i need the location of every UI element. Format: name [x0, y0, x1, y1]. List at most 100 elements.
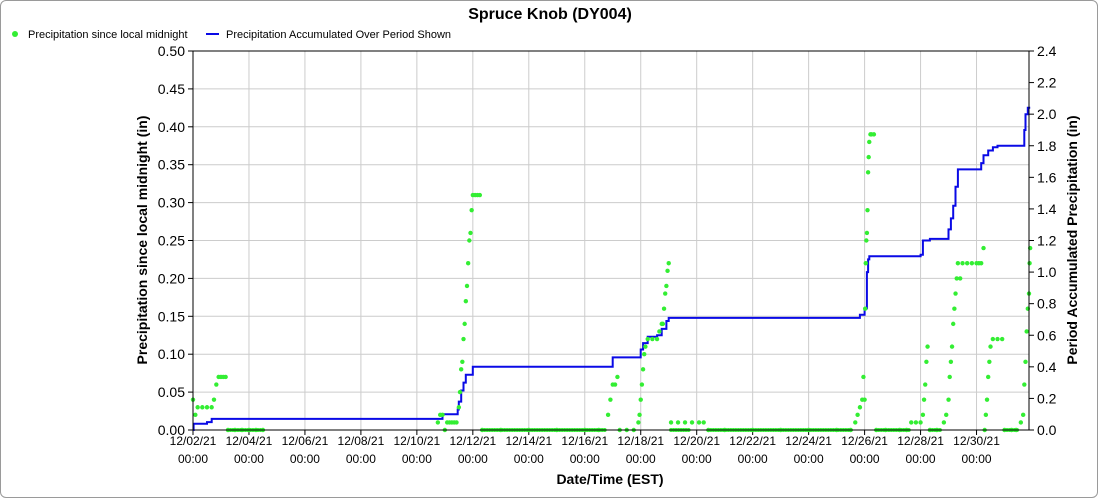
x-axis-label: Date/Time (EST): [556, 471, 663, 487]
data-point: [862, 306, 868, 311]
data-point: [951, 321, 956, 327]
x-tick-label-time: 00:00: [570, 452, 600, 466]
legend-label-line: Precipitation Accumulated Over Period Sh…: [226, 29, 451, 41]
data-point: [913, 420, 919, 425]
y-tick-label-right: 1.0: [1037, 264, 1057, 280]
data-point: [608, 397, 613, 402]
data-point: [983, 412, 989, 418]
x-tick-label-date: 12/16/21: [561, 434, 608, 448]
data-point: [921, 397, 927, 402]
data-point: [918, 420, 923, 425]
data-point: [462, 321, 467, 327]
data-point: [666, 261, 671, 266]
y-tick-label-right: 2.0: [1037, 106, 1057, 122]
data-point: [949, 344, 955, 349]
data-point: [605, 412, 611, 418]
data-point: [952, 306, 957, 311]
data-point: [1024, 329, 1029, 334]
x-tick-label-time: 00:00: [290, 452, 320, 466]
y-tick-label-right: 2.4: [1037, 43, 1057, 59]
x-tick-label-date: 12/28/21: [897, 434, 944, 448]
data-point: [195, 405, 200, 410]
data-point: [660, 321, 666, 327]
data-point: [211, 397, 217, 402]
data-point: [999, 336, 1005, 342]
series-since-midnight: [190, 132, 1033, 433]
data-point: [1023, 359, 1028, 364]
x-tick-label-time: 00:00: [346, 452, 376, 466]
data-point: [643, 344, 648, 349]
data-point: [857, 405, 863, 410]
data-point: [1018, 420, 1024, 425]
y-axis-label-right: Period Accumulated Precipitation (in): [1064, 115, 1080, 364]
data-point: [941, 420, 947, 425]
x-tick-label-date: 12/06/21: [282, 434, 329, 448]
x-tick-label-date: 12/12/21: [449, 434, 496, 448]
data-point: [469, 207, 474, 213]
y-tick-label-right: 1.2: [1037, 233, 1057, 249]
data-point: [947, 374, 952, 380]
y-tick-label-right: 0.2: [1037, 390, 1057, 406]
y-tick-label-left: 0.35: [158, 157, 185, 173]
data-point: [657, 329, 662, 334]
data-point: [871, 132, 877, 137]
y-axis-label-left: Precipitation since local midnight (in): [134, 116, 150, 365]
data-point: [864, 238, 869, 243]
data-point: [960, 261, 965, 266]
data-point: [948, 359, 954, 364]
y-tick-label-right: 0.0: [1037, 422, 1057, 438]
data-point: [457, 389, 463, 395]
data-point: [1022, 382, 1027, 387]
y-tick-label-left: 0.45: [158, 81, 185, 97]
data-point: [456, 405, 462, 410]
y-tick-label-left: 0.00: [158, 422, 185, 438]
x-tick-label-date: 12/14/21: [505, 434, 552, 448]
data-point: [612, 382, 618, 387]
data-point: [984, 397, 990, 402]
x-tick-label-time: 00:00: [738, 452, 768, 466]
data-point: [638, 397, 643, 402]
data-point: [642, 352, 647, 357]
chart-title: Spruce Knob (DY004): [468, 6, 632, 23]
data-point: [204, 405, 210, 410]
data-point: [463, 298, 469, 304]
x-tick-label-time: 00:00: [458, 452, 488, 466]
data-point: [200, 405, 205, 410]
data-point: [701, 420, 706, 425]
data-point: [435, 420, 441, 425]
y-tick-label-right: 0.8: [1037, 296, 1057, 312]
data-point: [1027, 261, 1032, 266]
data-point: [864, 230, 870, 236]
data-point: [865, 170, 871, 175]
x-tick-label-time: 00:00: [234, 452, 264, 466]
y-tick-label-right: 1.6: [1037, 169, 1057, 185]
y-tick-label-left: 0.10: [158, 346, 185, 362]
y-tick-label-left: 0.15: [158, 308, 185, 324]
x-tick-label-date: 12/22/21: [729, 434, 776, 448]
series-accumulated: [192, 106, 1031, 431]
x-tick-label-time: 00:00: [514, 452, 544, 466]
data-point: [209, 405, 214, 410]
data-point: [664, 283, 669, 289]
x-tick-label-date: 12/04/21: [226, 434, 273, 448]
data-point: [477, 192, 483, 198]
data-point: [944, 412, 949, 418]
legend-label-points: Precipitation since local midnight: [28, 29, 188, 41]
data-point: [650, 336, 655, 342]
data-point: [954, 276, 959, 281]
data-point: [636, 420, 641, 425]
data-point: [965, 261, 970, 266]
data-point: [955, 261, 961, 266]
data-point: [867, 139, 872, 145]
data-point: [865, 207, 870, 213]
legend-marker-points: [12, 31, 18, 37]
data-point: [1020, 412, 1026, 418]
x-tick-label-time: 00:00: [794, 452, 824, 466]
data-point: [995, 336, 1000, 342]
accumulated-line: [192, 106, 1031, 431]
data-point: [675, 420, 681, 425]
data-point: [214, 382, 219, 387]
data-point: [454, 420, 459, 425]
y-tick-label-left: 0.40: [158, 119, 185, 135]
